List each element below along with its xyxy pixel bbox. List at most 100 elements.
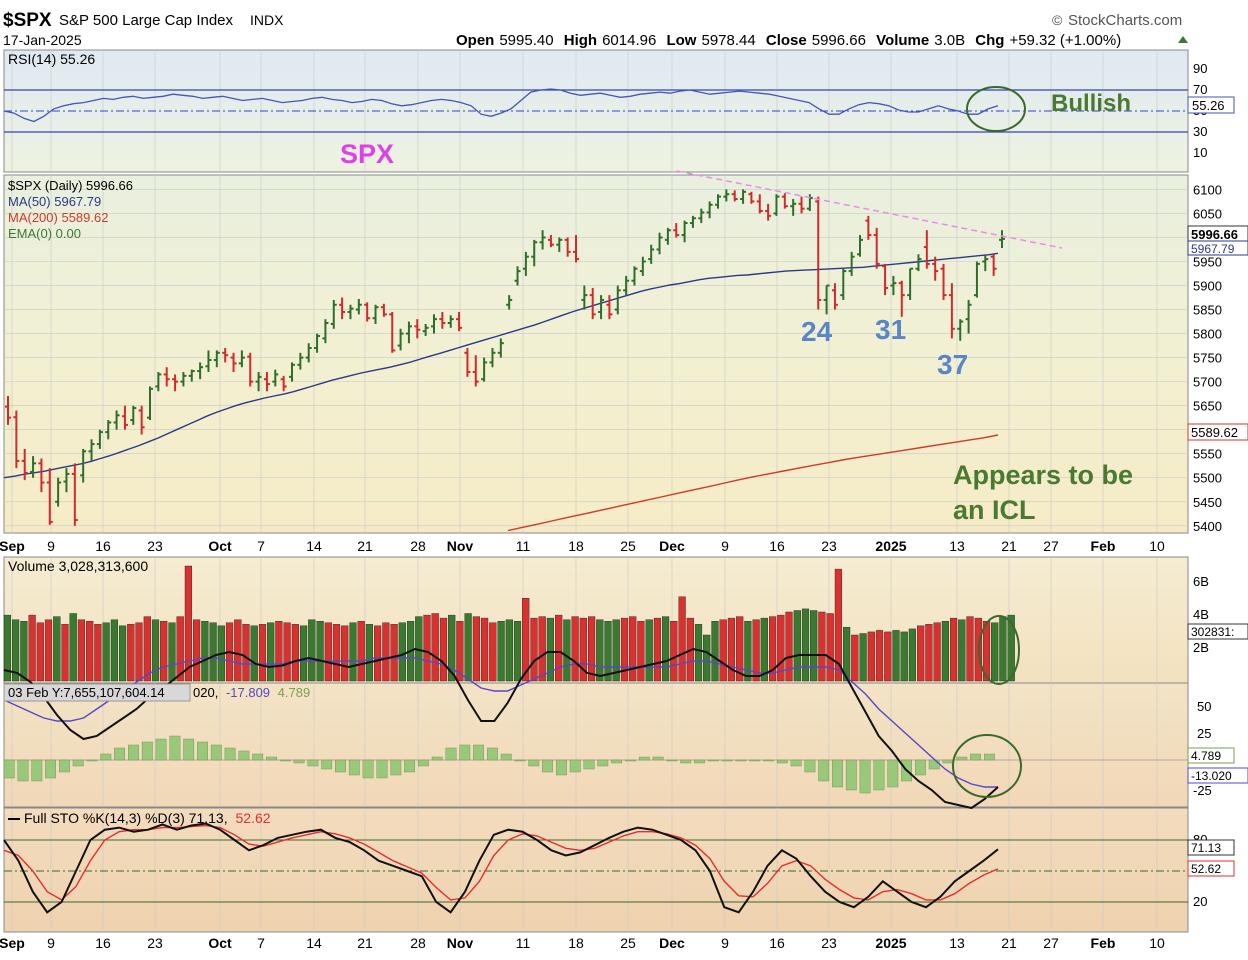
volume-bar	[300, 625, 308, 682]
macd-hist-bar	[583, 759, 595, 770]
ohlc-bar	[431, 314, 437, 334]
price-tick: 5900	[1193, 279, 1222, 294]
x-axis-label: 2025	[875, 538, 906, 554]
macd-hist-bar	[335, 759, 346, 773]
ohlc-bar	[522, 251, 529, 276]
macd-legend-b: -17.809	[226, 685, 270, 700]
macd-hist-bar	[942, 759, 954, 764]
ohlc-bar	[489, 347, 496, 368]
high-value: 6014.96	[602, 32, 656, 49]
x-axis-label: 11	[516, 538, 531, 554]
ohlc-bar	[873, 227, 880, 269]
x-axis-label: Dec	[659, 538, 685, 554]
ohlc-bar	[723, 189, 730, 202]
ohlc-bar	[289, 362, 295, 382]
sto-d-badge	[1187, 860, 1235, 877]
ohlc-bar	[798, 196, 805, 214]
volume-bar	[423, 614, 431, 682]
volume-bar	[1007, 614, 1015, 682]
volume-bar	[793, 610, 801, 682]
volume-bar	[629, 616, 637, 682]
volume-bar	[365, 624, 374, 682]
macd-hist-bar	[666, 759, 678, 762]
macd-hist-bar	[348, 759, 360, 776]
macd-hist-bar	[473, 744, 484, 761]
macd-hist-bar	[431, 756, 443, 761]
volume-bar	[563, 619, 571, 682]
x-axis-label: 25	[620, 935, 636, 951]
macd-hist-bar	[763, 759, 774, 762]
ohlc-bar	[222, 347, 229, 363]
price-tick: 5800	[1193, 327, 1222, 342]
ohlc-bar	[330, 299, 337, 329]
x-axis-top: Sep 9 16 23 Oct 7 14 21 28 Nov 11 18 25 Dec 9 16 23 2025 1…	[0, 538, 1165, 554]
price-panel	[3, 174, 1189, 534]
ohlc-bar	[706, 201, 713, 219]
macd-hist-bar	[183, 738, 195, 761]
macd-hist-bar	[611, 759, 623, 764]
ohlc-bar	[96, 429, 103, 449]
volume-tick: 6B	[1193, 574, 1209, 589]
ohlc-bar	[305, 343, 312, 363]
volume-bar	[118, 625, 127, 682]
macd-hist-bar	[707, 759, 719, 762]
volume-bar	[53, 616, 61, 682]
volume-bar	[513, 621, 522, 682]
macd-line	[3, 647, 999, 810]
x-axis-label: 10	[1149, 538, 1165, 554]
ohlc-bar	[46, 468, 53, 525]
x-axis-label: Oct	[208, 538, 232, 554]
ohlc-bar	[898, 280, 905, 317]
ohlc-bar	[439, 311, 446, 329]
macd-section: 03 Feb Y:7,655,107,604.14 020, -17.809 4…	[3, 647, 1248, 810]
volume-bar	[670, 621, 678, 682]
volume-value: 3.0B	[934, 32, 965, 49]
ohlc-bar	[155, 372, 162, 392]
sto-legend-a: Full STO %K(14,3) %D(3) 71.13,	[24, 810, 228, 826]
volume-bar	[390, 624, 398, 682]
volume-bar	[472, 616, 481, 682]
volume-bar	[160, 621, 168, 682]
sto-legend-b: 52.62	[236, 810, 271, 826]
ohlc-bar	[247, 352, 254, 387]
volume-bar	[933, 622, 941, 682]
ohlc-bar	[180, 372, 187, 387]
macd-hist-bar	[238, 750, 250, 761]
volume-bar	[950, 617, 958, 682]
macd-hist-bar	[293, 759, 305, 764]
x-axis-label: 16	[95, 538, 111, 554]
x-axis-label: 16	[769, 538, 785, 554]
volume-bar	[332, 624, 341, 682]
volume-bar	[851, 634, 859, 682]
volume-bar	[357, 621, 365, 682]
macd-hist-bar	[970, 753, 982, 761]
x-axis-label: Nov	[447, 538, 474, 554]
x-axis-label: 28	[410, 935, 426, 951]
volume-bar	[744, 621, 752, 682]
sto-k-badge	[1187, 839, 1235, 856]
ohlc-bar	[263, 372, 270, 392]
volume-tick: 2B	[1193, 640, 1209, 655]
x-axis-bottom: Sep 9 16 23 Oct 7 14 21 28 Nov 11 18 25 Dec 9 16 23 2025 1…	[0, 935, 1165, 951]
ohlc-bar	[472, 355, 479, 387]
chg-label: Chg	[975, 32, 1004, 49]
volume-bar	[192, 619, 201, 682]
macd-hist-bar	[804, 759, 816, 773]
volume-bar	[522, 598, 530, 682]
ohlc-bar	[121, 405, 128, 430]
volume-bar	[431, 613, 439, 682]
volume-bar	[588, 616, 596, 682]
volume-bar	[867, 631, 875, 682]
ohlc-bar	[606, 295, 613, 320]
macd-hist-bar	[500, 753, 512, 761]
volume-bar	[316, 621, 324, 682]
ohlc-bar	[531, 239, 538, 267]
macd-hist-bar	[873, 759, 885, 791]
macd-tick: -25	[1193, 783, 1212, 798]
icl-annotation-line1: Appears to be	[953, 460, 1133, 490]
icl-annotation-line2: an ICL	[953, 495, 1036, 525]
x-axis-label: 27	[1043, 935, 1059, 951]
volume-bar	[69, 613, 77, 682]
macd-tooltip-text: 03 Feb Y:7,655,107,604.14	[8, 685, 165, 700]
price-tick: 5850	[1193, 303, 1222, 318]
